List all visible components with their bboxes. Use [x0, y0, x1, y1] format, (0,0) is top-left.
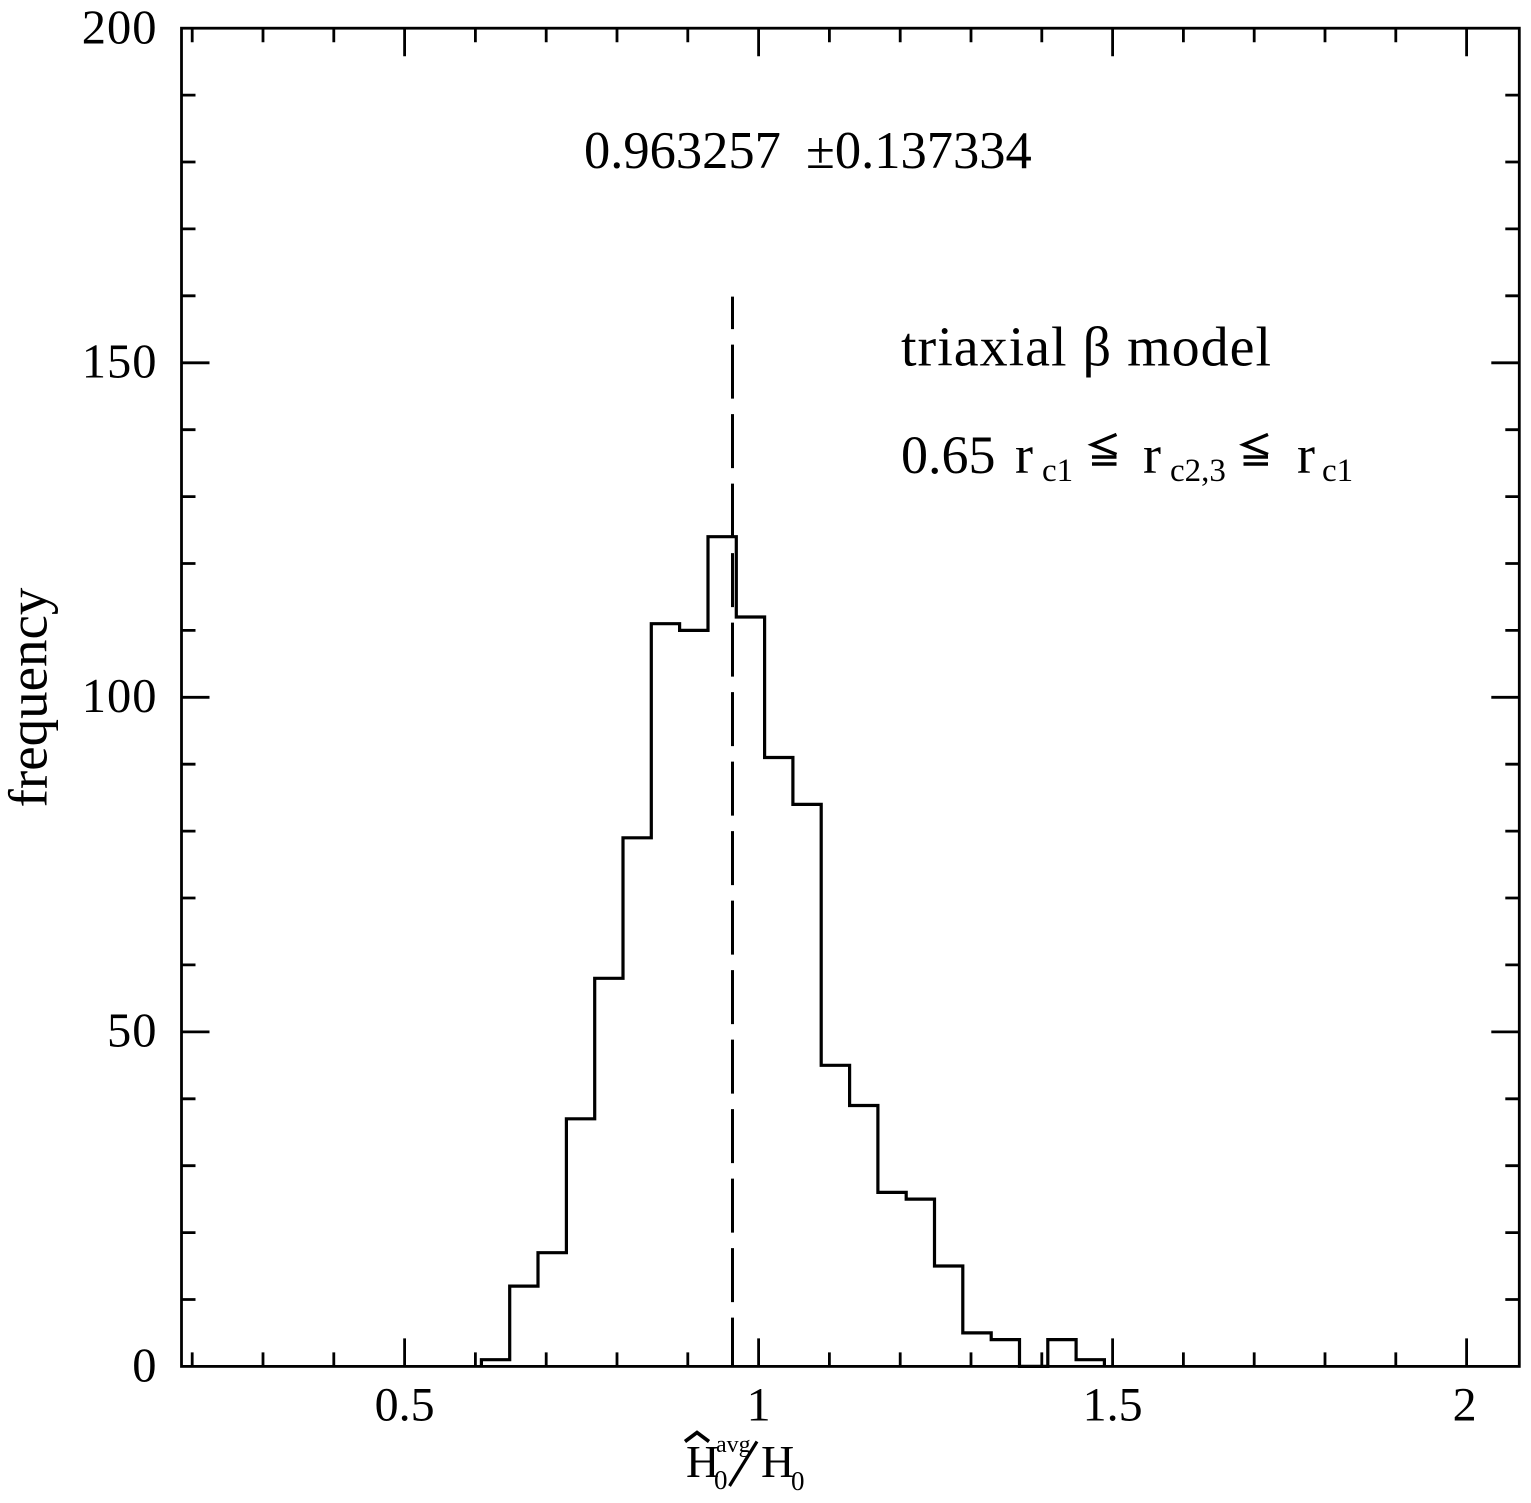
svg-text:0.963257: 0.963257	[584, 122, 781, 180]
svg-text:triaxial β model: triaxial β model	[901, 317, 1272, 379]
svg-text:0: 0	[132, 1339, 157, 1392]
svg-text:1: 1	[747, 1379, 771, 1432]
svg-text:0: 0	[791, 1466, 805, 1496]
svg-text:r: r	[1143, 425, 1161, 485]
svg-text:avg: avg	[716, 1432, 751, 1458]
svg-text:r: r	[1297, 425, 1315, 485]
svg-text:2: 2	[1453, 1379, 1477, 1432]
svg-text:frequency: frequency	[0, 587, 59, 807]
svg-text:H: H	[761, 1436, 794, 1487]
svg-text:50: 50	[107, 1004, 158, 1057]
svg-text:c1: c1	[1322, 453, 1353, 489]
svg-text:100: 100	[82, 670, 158, 723]
svg-text:1.5: 1.5	[1083, 1379, 1143, 1432]
svg-text:0: 0	[714, 1465, 728, 1495]
svg-text:c2,3: c2,3	[1170, 453, 1226, 489]
svg-text:0.65: 0.65	[901, 425, 996, 485]
svg-text:0.5: 0.5	[375, 1379, 435, 1432]
svg-text:150: 150	[82, 336, 158, 389]
svg-text:c1: c1	[1042, 453, 1073, 489]
svg-text:200: 200	[82, 1, 158, 54]
svg-text:±0.137334: ±0.137334	[806, 122, 1032, 180]
svg-text:H: H	[686, 1436, 719, 1487]
svg-text:r: r	[1015, 425, 1033, 485]
